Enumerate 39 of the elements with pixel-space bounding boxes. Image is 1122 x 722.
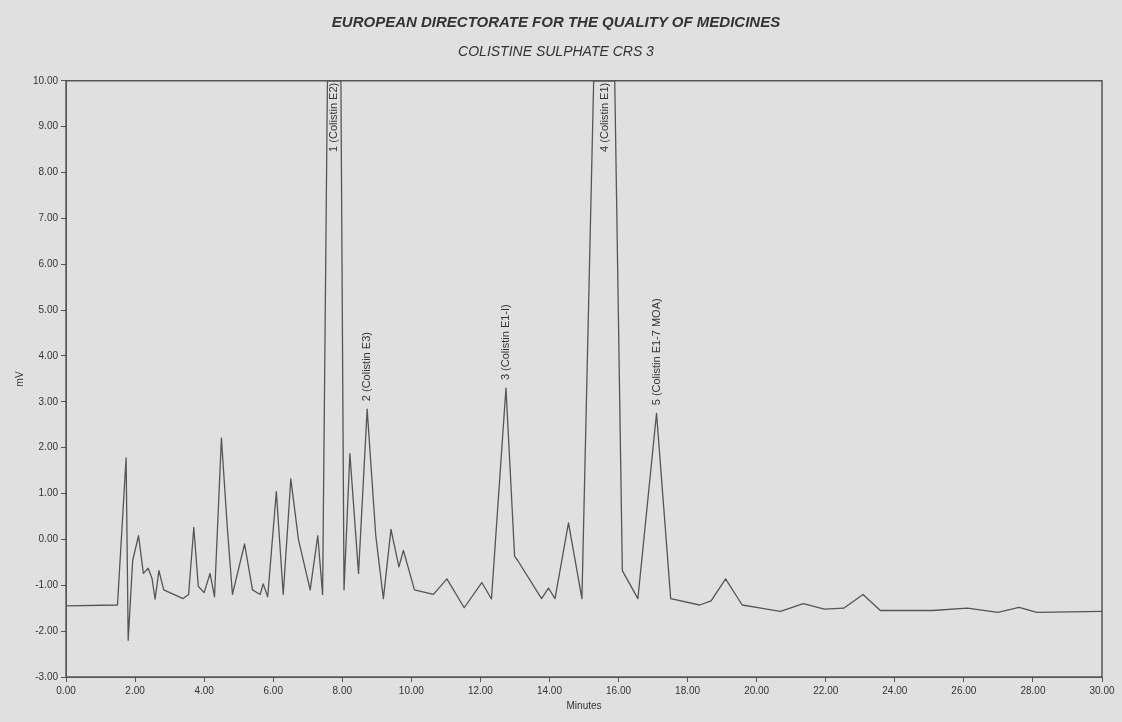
y-tick-label: 1.00 [38,487,59,499]
chart-title: EUROPEAN DIRECTORATE FOR THE QUALITY OF MEDICINES [331,13,781,31]
annotation: 1 (Colistin E2) [326,82,339,152]
x-tick-label: 20.00 [744,684,770,696]
annotation: 3 (Colistin E1-I) [499,304,511,381]
annotation: 5 (Colistin E1-7 MOA) [649,298,662,406]
x-tick-label: 0.00 [56,684,77,696]
y-tick-label: 2.00 [38,441,59,453]
x-tick-label: 10.00 [398,684,425,696]
y-tick-label: -3.00 [35,670,59,682]
x-tick-label: 24.00 [882,684,908,696]
annotation: 2 (Colistin E3) [360,332,373,402]
x-tick-label: 4.00 [194,684,215,696]
x-tick-label: 14.00 [536,684,563,696]
x-tick-label: 22.00 [813,684,839,696]
y-tick-label: 7.00 [38,212,59,224]
y-tick-label: 9.00 [38,120,59,132]
x-tick-label: 18.00 [675,684,701,696]
x-tick-label: 28.00 [1020,684,1046,696]
y-axis-title: mV [13,371,25,387]
chart-subtitle: COLISTINE SULPHATE CRS 3 [458,43,655,60]
y-tick-label: 10.00 [32,74,59,86]
x-tick-label: 26.00 [951,684,977,696]
annotation: 4 (Colistin E1) [597,82,610,152]
y-tick-label: 4.00 [38,349,59,361]
x-axis-title: Minutes [566,699,602,711]
y-tick-label: 8.00 [38,166,59,178]
y-tick-label: 6.00 [38,258,59,269]
x-tick-label: 30.00 [1089,684,1115,696]
y-tick-label: -1.00 [35,579,59,591]
y-tick-label: -2.00 [35,624,59,636]
x-tick-label: 8.00 [332,684,353,696]
x-tick-label: 6.00 [263,684,284,696]
y-tick-label: 3.00 [38,395,59,407]
y-tick-label: 5.00 [38,303,59,315]
x-tick-label: 16.00 [606,684,632,696]
x-tick-label: 12.00 [467,684,494,696]
x-tick-label: 2.00 [125,684,146,696]
y-tick-label: 0.00 [38,533,59,545]
